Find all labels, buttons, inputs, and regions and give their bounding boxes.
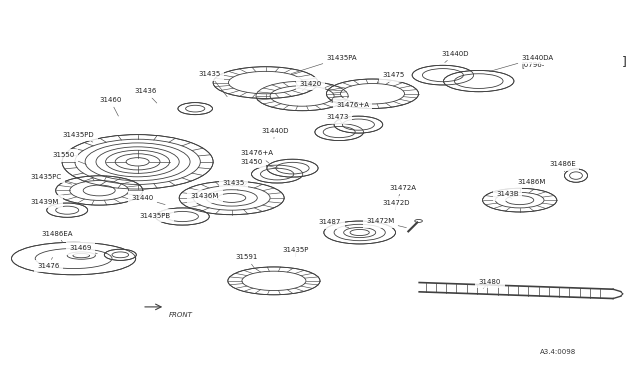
Ellipse shape	[104, 249, 136, 260]
Ellipse shape	[179, 181, 284, 215]
Ellipse shape	[267, 159, 318, 177]
Text: 31420: 31420	[300, 81, 322, 90]
Text: 31472A: 31472A	[389, 185, 416, 198]
Text: 31486E: 31486E	[549, 161, 576, 172]
Text: A3.4:0098: A3.4:0098	[540, 349, 576, 355]
Ellipse shape	[213, 67, 318, 99]
Text: 31460: 31460	[99, 97, 122, 116]
Text: [0796-: [0796-	[522, 62, 545, 68]
Ellipse shape	[47, 203, 88, 217]
Text: 31486EA: 31486EA	[42, 231, 73, 243]
Text: 31435: 31435	[223, 180, 245, 190]
Ellipse shape	[412, 65, 474, 85]
Text: 31440D: 31440D	[442, 51, 469, 62]
Ellipse shape	[256, 81, 348, 111]
Text: 31472M: 31472M	[366, 218, 406, 228]
Text: 31469: 31469	[69, 246, 97, 254]
Ellipse shape	[228, 267, 320, 295]
Text: 31435PD: 31435PD	[63, 132, 94, 142]
Text: ]: ]	[621, 55, 627, 68]
Text: 31436M: 31436M	[191, 193, 219, 200]
Text: 3143B: 3143B	[496, 191, 518, 199]
Text: 31591: 31591	[236, 254, 258, 269]
Text: 31435: 31435	[198, 71, 227, 97]
Text: 31439M: 31439M	[31, 199, 59, 208]
Text: 31440DA: 31440DA	[490, 55, 554, 71]
Text: 31476: 31476	[37, 257, 60, 269]
Ellipse shape	[334, 116, 383, 133]
Ellipse shape	[326, 79, 419, 109]
Text: 31473: 31473	[326, 114, 349, 124]
Text: 31435PA: 31435PA	[291, 55, 357, 74]
Text: 31440: 31440	[131, 195, 165, 205]
Ellipse shape	[62, 135, 213, 189]
Text: 31435P: 31435P	[283, 247, 309, 256]
Ellipse shape	[252, 165, 303, 183]
Ellipse shape	[483, 188, 557, 212]
Ellipse shape	[324, 221, 396, 244]
Text: 31435PB: 31435PB	[140, 213, 172, 219]
Ellipse shape	[56, 176, 143, 205]
Text: 31550: 31550	[52, 153, 86, 164]
Text: 31476+A: 31476+A	[336, 102, 369, 112]
Text: 31475: 31475	[378, 72, 405, 83]
Text: 31440D: 31440D	[261, 128, 289, 138]
Text: 31450: 31450	[240, 159, 278, 168]
Text: 31480: 31480	[479, 279, 501, 288]
Ellipse shape	[12, 242, 136, 275]
Text: FRONT: FRONT	[168, 312, 192, 318]
Text: 31436: 31436	[134, 88, 157, 103]
Text: 31487: 31487	[319, 219, 349, 228]
Text: 31476+A: 31476+A	[240, 150, 273, 163]
Ellipse shape	[156, 208, 209, 225]
Ellipse shape	[178, 103, 212, 115]
Ellipse shape	[315, 124, 364, 141]
Text: 31486M: 31486M	[517, 179, 545, 187]
Text: 31435PC: 31435PC	[31, 174, 72, 184]
Ellipse shape	[564, 169, 588, 182]
Ellipse shape	[444, 70, 514, 92]
Text: 31472D: 31472D	[383, 200, 410, 209]
